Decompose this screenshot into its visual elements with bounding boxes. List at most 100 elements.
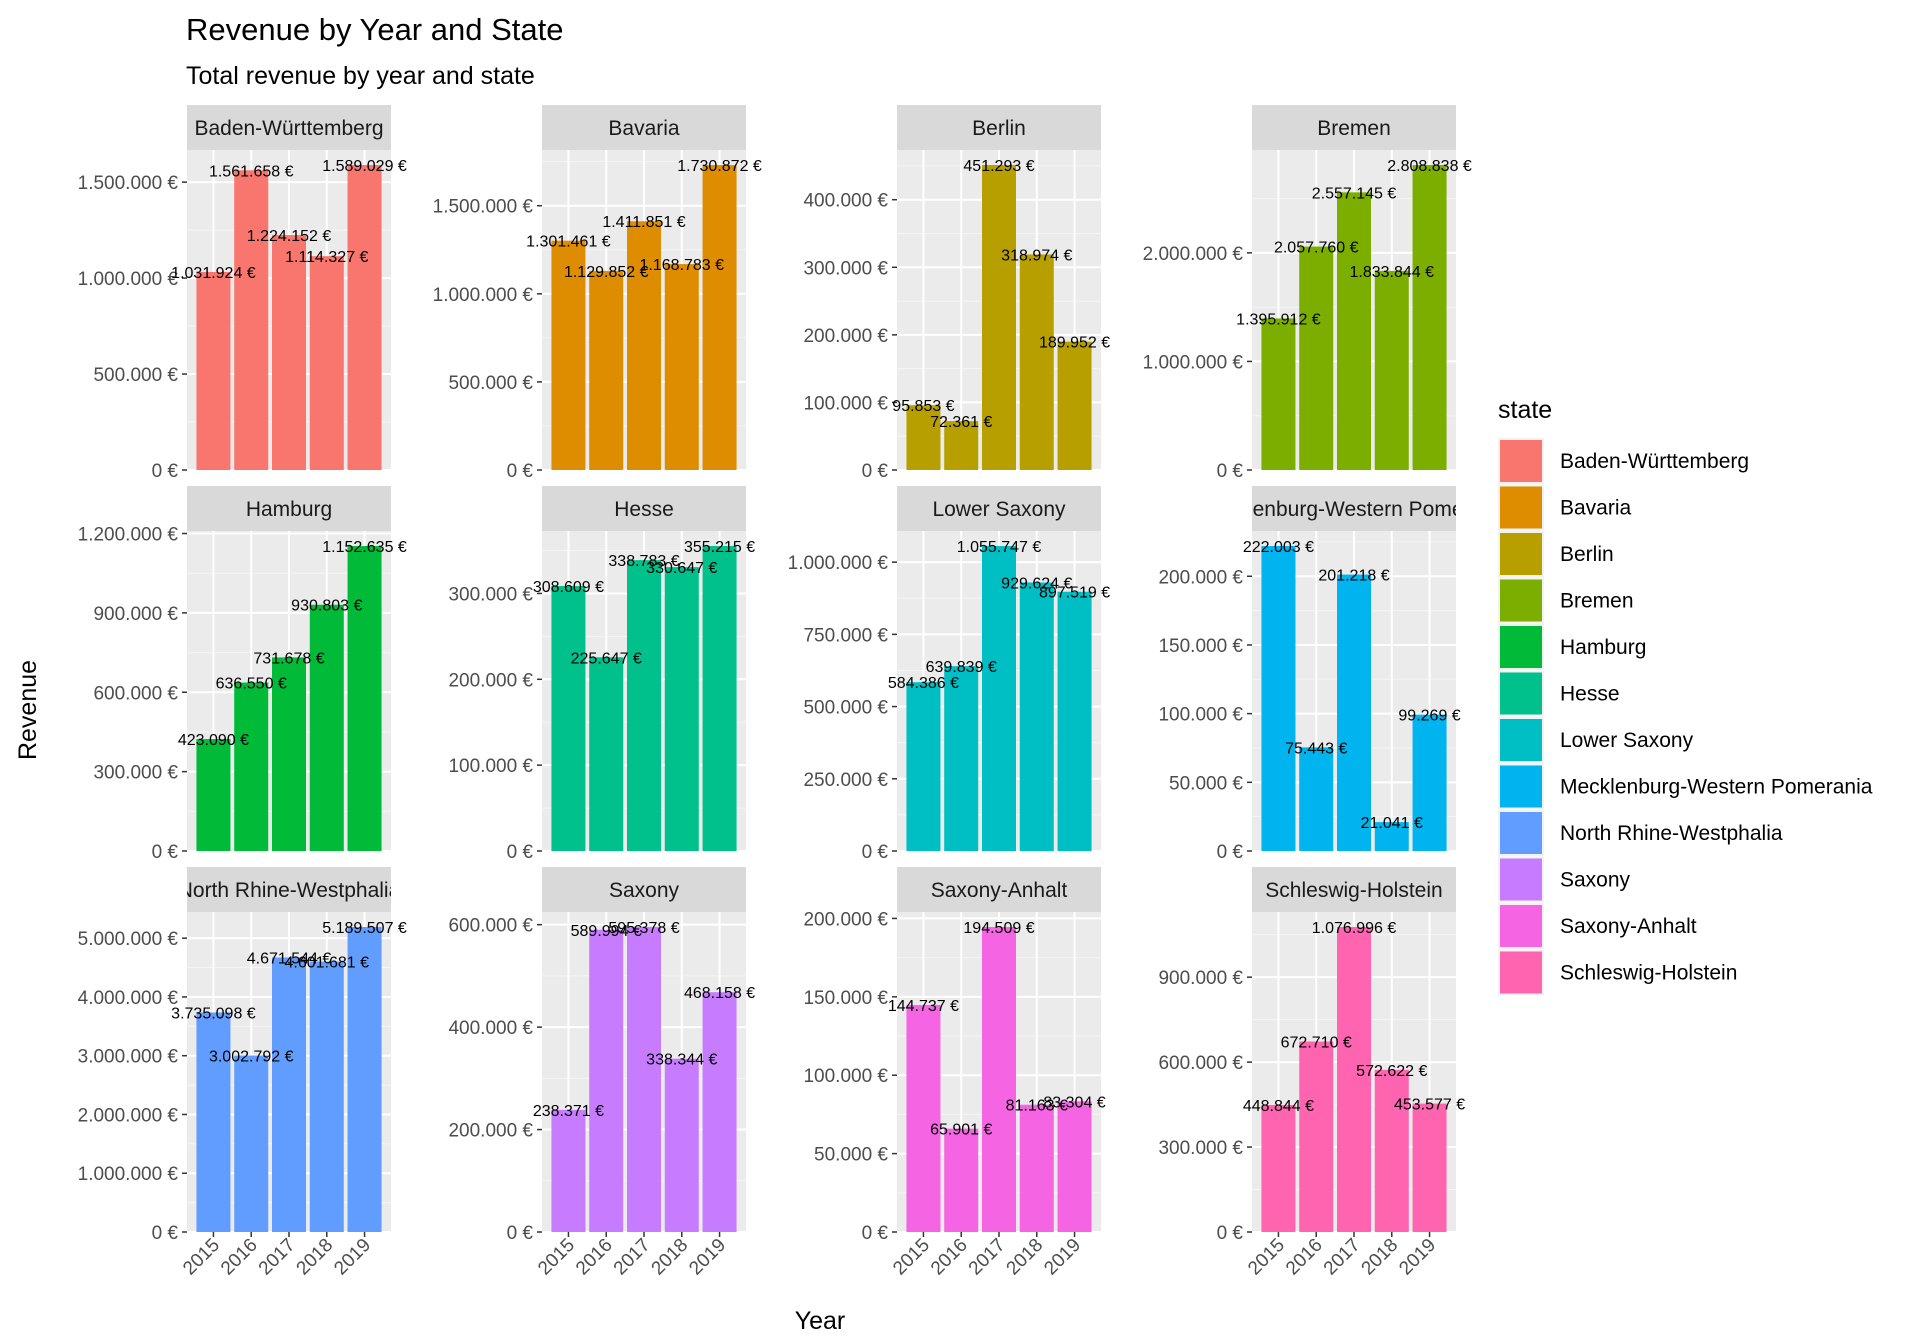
data-label: 1.411.851 € xyxy=(602,214,685,231)
data-label: 65.901 € xyxy=(930,1122,992,1139)
legend-swatch xyxy=(1500,719,1542,761)
data-label: 1.152.635 € xyxy=(322,539,407,556)
data-label: 21.041 € xyxy=(1361,815,1423,832)
bar xyxy=(1057,341,1092,470)
bar xyxy=(944,1128,979,1232)
data-label: 81.163 € xyxy=(1006,1098,1068,1115)
bar xyxy=(347,165,382,471)
bar xyxy=(196,739,231,851)
bar xyxy=(1299,246,1334,470)
y-tick-label: 100.000 € xyxy=(803,393,888,414)
data-label: 3.002.792 € xyxy=(209,1049,294,1066)
x-tick-label: 2017 xyxy=(965,1235,1010,1280)
legend-label: Lower Saxony xyxy=(1560,729,1694,752)
y-tick-label: 0 € xyxy=(862,1223,889,1244)
data-label: 189.952 € xyxy=(1039,335,1110,352)
y-tick-label: 200.000 € xyxy=(803,326,888,347)
legend-label: Berlin xyxy=(1560,543,1614,566)
facet-strip xyxy=(187,486,391,531)
data-label: 1.589.029 € xyxy=(322,158,407,175)
bar xyxy=(234,1055,269,1232)
x-tick-label: 2015 xyxy=(534,1235,579,1280)
data-label: 448.844 € xyxy=(1243,1098,1314,1115)
data-label: 99.269 € xyxy=(1398,708,1460,725)
data-label: 225.647 € xyxy=(571,650,642,667)
bar xyxy=(551,240,586,470)
data-label: 1.224.152 € xyxy=(247,228,332,245)
y-tick-label: 1.000.000 € xyxy=(1143,352,1244,373)
y-tick-label: 500.000 € xyxy=(803,698,888,719)
y-tick-label: 600.000 € xyxy=(93,683,178,704)
x-tick-label: 2019 xyxy=(1040,1235,1085,1280)
legend-title: state xyxy=(1498,396,1552,424)
bar xyxy=(309,256,344,470)
data-label: 1.395.912 € xyxy=(1236,311,1321,328)
legend-label: Mecklenburg-Western Pomerania xyxy=(1560,776,1873,799)
facet-strip xyxy=(187,105,391,150)
data-label: 672.710 € xyxy=(1281,1035,1352,1052)
x-tick-label: 2019 xyxy=(685,1235,730,1280)
bar xyxy=(1337,927,1371,1232)
legend-swatch xyxy=(1500,812,1542,854)
data-label: 1.055.747 € xyxy=(957,539,1042,556)
facet-strip xyxy=(542,105,746,150)
data-label: 338.344 € xyxy=(646,1052,717,1069)
bar xyxy=(627,221,661,470)
y-tick-label: 0 € xyxy=(1217,842,1244,863)
bar xyxy=(272,957,306,1232)
data-label: 338.783 € xyxy=(608,553,679,570)
y-tick-label: 1.200.000 € xyxy=(78,525,179,546)
data-label: 72.361 € xyxy=(930,414,992,431)
data-label: 318.974 € xyxy=(1001,247,1072,264)
bar xyxy=(1057,1101,1092,1232)
bar xyxy=(196,271,231,470)
y-tick-label: 600.000 € xyxy=(1158,1053,1243,1074)
facet-strip-label: North Rhine-Westphalia xyxy=(178,879,401,902)
facet-panel: Bavaria 0 € 500.000 € 1.000.000 € 1.500.000 … xyxy=(433,105,762,482)
data-label: 636.550 € xyxy=(216,676,287,693)
data-label: 1.730.872 € xyxy=(677,158,762,175)
y-tick-label: 1.500.000 € xyxy=(78,173,179,194)
legend-swatch xyxy=(1500,951,1542,994)
bar xyxy=(664,1058,699,1232)
y-tick-label: 0 € xyxy=(152,1223,179,1244)
x-tick-label: 2019 xyxy=(1395,1235,1440,1280)
bar xyxy=(1299,747,1334,851)
legend-label: Saxony-Anhalt xyxy=(1560,915,1697,938)
data-label: 83.304 € xyxy=(1043,1094,1105,1111)
data-label: 4.671.544 € xyxy=(247,950,332,967)
bar xyxy=(1299,1041,1334,1232)
facet-panel: Bremen 0 € 1.000.000 € 2.000.000 € 1.395.912… xyxy=(1143,105,1472,482)
bar xyxy=(906,1005,941,1232)
facet-strip xyxy=(187,867,391,912)
y-tick-label: 1.000.000 € xyxy=(433,285,534,306)
legend-swatch xyxy=(1500,672,1542,715)
bar xyxy=(627,560,661,851)
x-tick-label: 2018 xyxy=(293,1235,338,1280)
facet-panel: North Rhine-Westphalia 0 € 1.000.000 € 2.00… xyxy=(78,867,407,1279)
data-label: 1.031.924 € xyxy=(171,265,256,282)
bar xyxy=(1412,714,1447,851)
data-label: 468.158 € xyxy=(684,985,755,1002)
facet-strip xyxy=(1252,105,1456,150)
chart-subtitle: Total revenue by year and state xyxy=(186,62,535,90)
bar xyxy=(944,666,979,851)
x-tick-label: 2017 xyxy=(1320,1235,1365,1280)
facet-strip xyxy=(1252,486,1456,531)
x-tick-label: 2015 xyxy=(1244,1235,1289,1280)
facet-panel: Hamburg 0 € 300.000 € 600.000 € 900.000 € 1.2… xyxy=(78,486,407,863)
facet-strip-label: Bavaria xyxy=(608,117,680,140)
facet-strip-label: Mecklenburg-Western Pomerania xyxy=(1198,498,1511,521)
legend: state Baden-Württemberg Bavaria Berlin Brem… xyxy=(1498,396,1873,996)
facet-strip-label: Lower Saxony xyxy=(932,498,1066,521)
data-label: 1.168.783 € xyxy=(640,257,725,274)
y-tick-label: 600.000 € xyxy=(448,916,533,937)
x-tick-label: 2015 xyxy=(179,1235,224,1280)
y-tick-label: 200.000 € xyxy=(448,670,533,691)
chart-title: Revenue by Year and State xyxy=(186,12,563,47)
legend-swatch xyxy=(1500,765,1542,808)
y-tick-label: 4.000.000 € xyxy=(78,988,179,1009)
bar xyxy=(982,165,1016,471)
y-tick-label: 900.000 € xyxy=(93,604,178,625)
